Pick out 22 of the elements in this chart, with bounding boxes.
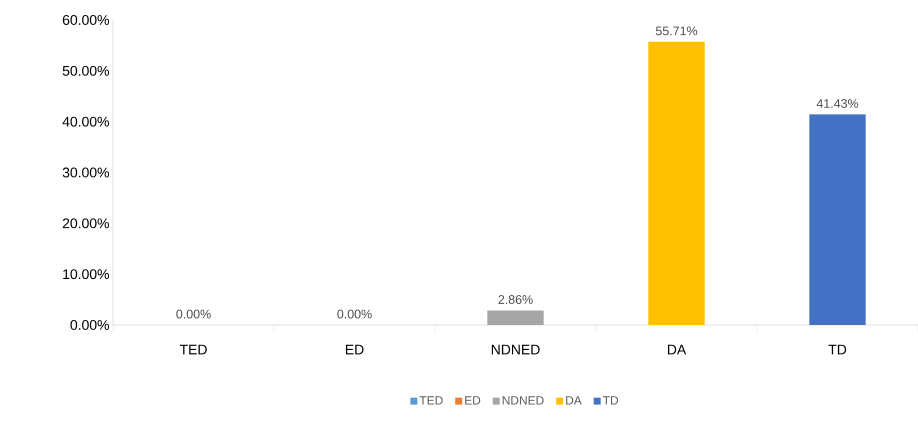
- x-tick-label: DA: [668, 344, 686, 354]
- y-tick-label: 60.00%: [62, 15, 109, 25]
- y-tick-label: 10.00%: [63, 269, 109, 280]
- legend-label: TED: [420, 396, 443, 405]
- y-tick-label: 20.00%: [62, 218, 109, 228]
- data-label: 0.00%: [337, 310, 372, 318]
- x-tick-label: ED: [346, 344, 364, 354]
- x-tick-label: NDNED: [492, 344, 540, 354]
- legend-label: ED: [465, 396, 480, 405]
- y-tick-label: 50.00%: [62, 66, 109, 76]
- data-label: 41.43%: [816, 99, 858, 108]
- data-label: 2.86%: [498, 295, 533, 304]
- y-tick-label: 30.00%: [62, 168, 109, 178]
- y-tick-label: 0.00%: [70, 320, 109, 330]
- y-tick-label: 40.00%: [62, 116, 109, 127]
- legend-label: DA: [566, 396, 582, 405]
- x-tick-label: TED: [180, 344, 207, 354]
- data-label: 0.00%: [176, 310, 211, 318]
- x-tick-label: TD: [828, 344, 846, 354]
- legend-label: NDNED: [502, 396, 544, 405]
- legend-label: TD: [602, 396, 618, 405]
- data-label: 55.71%: [656, 26, 698, 36]
